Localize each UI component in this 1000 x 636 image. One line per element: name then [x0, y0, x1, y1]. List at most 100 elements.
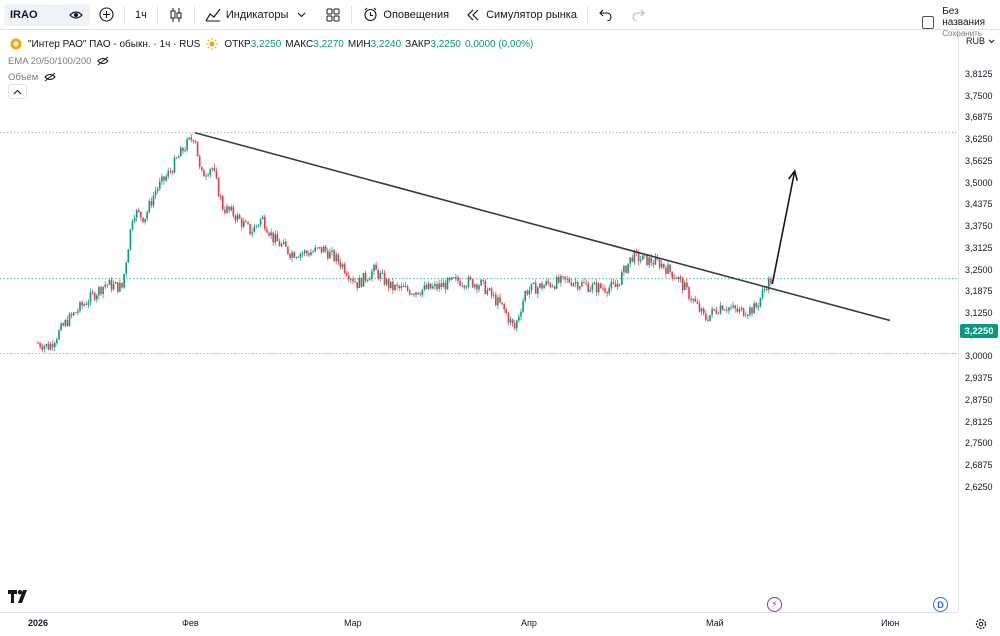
- candle: [427, 283, 430, 289]
- candle: [534, 282, 537, 294]
- candle: [723, 309, 726, 311]
- candle: [306, 250, 308, 254]
- eye-crossed-icon[interactable]: [42, 69, 58, 85]
- price-axis[interactable]: 3,8125 3,7500 3,6875 3,6250 3,5625 3,5000 3,43…: [958, 30, 1000, 612]
- candle: [270, 232, 272, 236]
- candle: [253, 226, 256, 233]
- candle: [539, 283, 541, 288]
- candle: [287, 246, 289, 254]
- candle: [354, 281, 356, 283]
- simulator-button[interactable]: Симулятор рынка: [457, 0, 585, 30]
- candle: [190, 137, 193, 141]
- candle: [429, 283, 432, 289]
- candle: [188, 137, 190, 140]
- time-axis[interactable]: 2026 Фев Мар Апр Май Июн: [0, 612, 958, 636]
- candle: [455, 277, 457, 279]
- layout-sub: Сохранить: [942, 29, 982, 38]
- candle: [180, 147, 182, 157]
- volume-legend[interactable]: Объём: [8, 69, 58, 85]
- candle: [679, 277, 682, 279]
- candle: [43, 346, 46, 350]
- undo-button[interactable]: [590, 0, 622, 30]
- candle: [734, 305, 736, 309]
- price-tick-label: 2,9375: [965, 373, 993, 384]
- alerts-button[interactable]: Оповещения: [354, 0, 457, 30]
- candle: [673, 277, 676, 279]
- candle: [581, 282, 583, 287]
- layout-checkbox[interactable]: [922, 16, 935, 29]
- candle: [45, 343, 48, 347]
- candle: [413, 293, 415, 295]
- candle: [165, 176, 167, 181]
- candle: [98, 287, 100, 296]
- candle: [140, 211, 142, 218]
- candle: [339, 262, 342, 267]
- candle: [484, 280, 487, 295]
- sun-icon: [204, 36, 220, 52]
- lightning-icon[interactable]: ⚡: [767, 597, 782, 612]
- candle: [549, 283, 552, 287]
- price-tick-label: 3,5625: [965, 155, 993, 166]
- symbol-name: IRAO: [10, 8, 38, 21]
- candle: [686, 282, 688, 288]
- eye-crossed-icon[interactable]: [95, 53, 111, 69]
- candle: [148, 201, 151, 212]
- symbol-search[interactable]: IRAO: [4, 3, 90, 26]
- candle: [631, 257, 634, 262]
- candle: [219, 196, 222, 198]
- layout-menu[interactable]: Без названия Сохранить: [922, 6, 1000, 39]
- collapse-legend-button[interactable]: [8, 84, 27, 99]
- candle: [465, 286, 468, 288]
- candle: [669, 264, 671, 272]
- compare-button[interactable]: [90, 0, 122, 30]
- candle: [318, 247, 321, 248]
- candle: [266, 228, 268, 233]
- time-tick-label: Мар: [344, 618, 362, 628]
- candle: [400, 285, 403, 288]
- eye-icon[interactable]: [68, 7, 84, 23]
- candle: [585, 282, 587, 284]
- candle: [411, 293, 413, 295]
- candle: [295, 257, 298, 258]
- candle: [497, 297, 499, 306]
- candle: [331, 250, 333, 252]
- candle: [755, 303, 757, 308]
- candle: [310, 252, 312, 256]
- candle: [558, 277, 560, 283]
- candle: [770, 278, 772, 284]
- candle: [144, 218, 146, 223]
- candle: [700, 308, 703, 312]
- candle: [106, 284, 109, 286]
- candle: [350, 278, 352, 280]
- ema-legend[interactable]: EMA 20/50/100/200: [8, 53, 111, 69]
- redo-button[interactable]: [622, 0, 654, 30]
- interval-button[interactable]: 1ч: [127, 0, 155, 30]
- candle: [629, 257, 631, 264]
- candle: [56, 339, 58, 344]
- candle: [278, 241, 281, 247]
- templates-button[interactable]: [317, 0, 349, 30]
- trendline: [194, 131, 891, 322]
- tradingview-logo[interactable]: [8, 590, 30, 607]
- candle: [513, 323, 516, 329]
- candle: [566, 278, 568, 280]
- candle: [119, 282, 121, 292]
- candle: [291, 252, 293, 258]
- candle: [667, 264, 669, 274]
- candle: [438, 283, 440, 289]
- dividends-icon[interactable]: D: [933, 597, 948, 612]
- candle: [282, 241, 285, 244]
- chart-type-button[interactable]: [160, 0, 192, 30]
- settings-gear-icon[interactable]: [973, 616, 988, 631]
- chevron-up-icon: [13, 89, 22, 94]
- candle: [404, 286, 407, 288]
- candle: [274, 234, 277, 243]
- indicators-button[interactable]: Индикаторы: [197, 0, 318, 30]
- legend-title[interactable]: "Интер РАО" ПАО - обыкн. · 1ч · RUS: [28, 38, 201, 50]
- price-tick-label: 3,6250: [965, 134, 993, 145]
- currency-selector[interactable]: RUB: [966, 36, 995, 46]
- interval-label: 1ч: [135, 8, 147, 21]
- candle: [343, 264, 346, 273]
- candle: [730, 307, 732, 309]
- price-chart[interactable]: [0, 30, 958, 612]
